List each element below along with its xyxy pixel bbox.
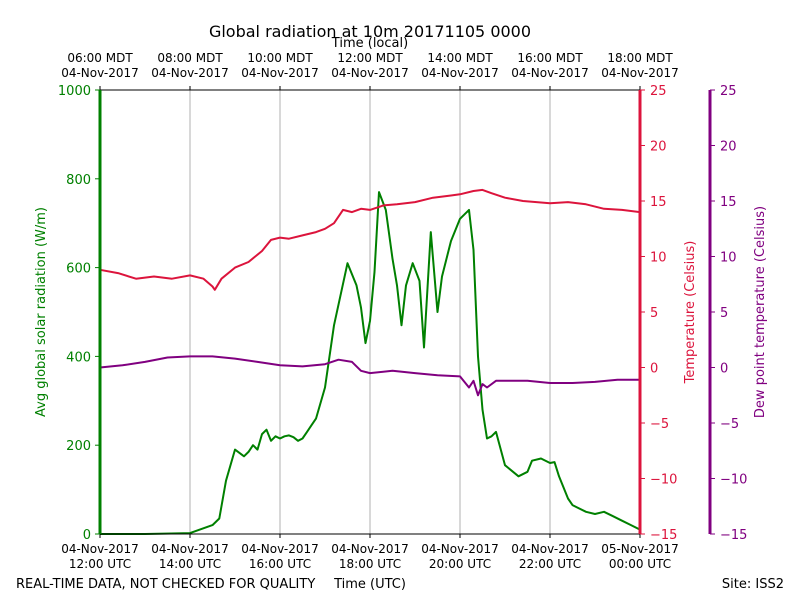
radiation-tick-label: 1000 [58,84,91,99]
radiation-tick-label: 800 [66,173,91,188]
x-tick-label-top-date: 04-Nov-2017 [601,66,679,80]
x-tick-label-top-date: 04-Nov-2017 [331,66,409,80]
site-label: Site: ISS2 [722,577,784,592]
x-tick-label-bottom-date: 05-Nov-2017 [601,542,679,556]
temperature-tick-label: 5 [650,306,658,321]
x-tick-label-top-date: 04-Nov-2017 [61,66,139,80]
x-tick-label-top-time: 14:00 MDT [427,51,493,65]
x-tick-label-bottom-date: 04-Nov-2017 [421,542,499,556]
x-axis-label: Time (UTC) [333,577,406,592]
x-tick-label-bottom-time: 18:00 UTC [339,557,401,571]
temperature-axis-label: Temperature (Celsius) [683,241,698,385]
temperature-tick-label: 10 [650,251,667,266]
dewpoint-tick-label: 0 [720,362,728,377]
dewpoint-axis-label: Dew point temperature (Celsius) [753,206,768,418]
radiation-axis-label: Avg global solar radiation (W/m) [34,207,49,417]
x-tick-label-bottom-time: 20:00 UTC [429,557,491,571]
x-tick-label-bottom-time: 14:00 UTC [159,557,221,571]
x-tick-label-bottom-time: 16:00 UTC [249,557,311,571]
radiation-tick-label: 600 [66,262,91,277]
x-tick-label-bottom-date: 04-Nov-2017 [331,542,409,556]
temperature-series-line [99,188,641,291]
x-tick-label-top-date: 04-Nov-2017 [421,66,499,80]
x-tick-label-bottom-date: 04-Nov-2017 [61,542,139,556]
radiation-tick-label: 400 [66,350,91,365]
x-tick-label-top-time: 08:00 MDT [157,51,223,65]
temperature-tick-label: 0 [650,362,658,377]
dewpoint-series-line [99,355,640,397]
x-tick-label-top-time: 10:00 MDT [247,51,313,65]
top-axis-label: Time (local) [331,36,408,51]
temperature-tick-label: 25 [650,84,667,99]
x-tick-label-bottom-date: 04-Nov-2017 [151,542,229,556]
temperature-tick-label: 20 [650,140,667,155]
temperature-tick-label: −5 [650,417,669,432]
x-tick-label-top-time: 18:00 MDT [607,51,673,65]
dewpoint-tick-label: 25 [720,84,737,99]
x-tick-label-bottom-date: 04-Nov-2017 [241,542,319,556]
x-tick-label-bottom-time: 00:00 UTC [609,557,671,571]
radiation-tick-label: 0 [83,528,91,543]
x-tick-label-top-date: 04-Nov-2017 [151,66,229,80]
dewpoint-tick-label: 5 [720,306,728,321]
quality-disclaimer: REAL-TIME DATA, NOT CHECKED FOR QUALITY [16,577,315,592]
x-tick-label-top-date: 04-Nov-2017 [241,66,319,80]
dewpoint-tick-label: 20 [720,140,737,155]
dewpoint-tick-label: −15 [720,528,747,543]
x-tick-label-bottom-time: 12:00 UTC [69,557,131,571]
dewpoint-tick-label: −5 [720,417,739,432]
x-tick-label-top-time: 12:00 MDT [337,51,403,65]
temperature-tick-label: 15 [650,195,667,210]
chart-title: Global radiation at 10m 20171105 0000 [209,22,531,41]
dewpoint-tick-label: 15 [720,195,737,210]
temperature-tick-label: −15 [650,528,677,543]
x-tick-label-bottom-time: 22:00 UTC [519,557,581,571]
radiation-tick-label: 200 [66,439,91,454]
dewpoint-tick-label: −10 [720,473,747,488]
radiation-series-line [100,191,641,535]
x-tick-label-top-date: 04-Nov-2017 [511,66,589,80]
x-tick-label-top-time: 06:00 MDT [67,51,133,65]
x-tick-label-top-time: 16:00 MDT [517,51,583,65]
dewpoint-tick-label: 10 [720,251,737,266]
x-tick-label-bottom-date: 04-Nov-2017 [511,542,589,556]
temperature-tick-label: −10 [650,473,677,488]
